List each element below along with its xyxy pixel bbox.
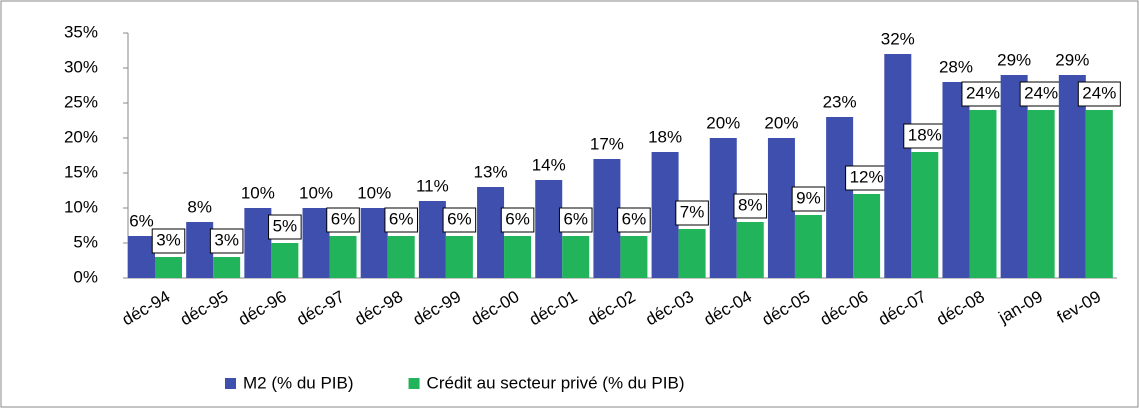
data-label-box xyxy=(209,228,244,254)
bar xyxy=(128,236,155,278)
data-label: 24% xyxy=(966,83,1000,102)
data-label: 24% xyxy=(1082,83,1116,102)
bar xyxy=(387,236,415,278)
data-label: 10% xyxy=(299,183,333,202)
legend-swatch xyxy=(225,378,236,389)
data-label: 6% xyxy=(505,209,530,228)
data-label: 3% xyxy=(156,230,181,249)
y-tick-label: 25% xyxy=(64,92,98,111)
bar xyxy=(853,194,881,278)
bar xyxy=(329,236,357,278)
y-tick-label: 20% xyxy=(64,127,98,146)
y-tick-label: 0% xyxy=(73,267,98,286)
data-label-box xyxy=(675,200,709,226)
data-label: 29% xyxy=(1055,50,1089,69)
data-label-box xyxy=(1077,81,1121,107)
data-label-box xyxy=(791,186,826,212)
data-label-box xyxy=(326,207,360,233)
data-label: 5% xyxy=(273,216,298,235)
bar xyxy=(186,222,214,278)
y-tick-label: 5% xyxy=(73,232,98,251)
legend-swatch xyxy=(408,378,420,389)
legend-label: Crédit au secteur privé (% du PIB) xyxy=(427,373,685,392)
bar xyxy=(593,159,621,278)
bar xyxy=(360,208,388,278)
data-label: 13% xyxy=(474,162,508,181)
bar xyxy=(1000,75,1028,278)
data-label: 6% xyxy=(563,209,588,228)
y-tick-label: 15% xyxy=(64,162,98,181)
data-label: 28% xyxy=(939,57,973,76)
bar xyxy=(969,110,997,278)
data-label: 29% xyxy=(997,50,1031,69)
data-label-box xyxy=(442,207,477,233)
bar xyxy=(535,180,563,278)
legend-label: M2 (% du PIB) xyxy=(243,373,354,392)
data-label-box xyxy=(558,207,593,233)
data-label-box xyxy=(617,207,651,233)
bar xyxy=(709,138,737,278)
bar xyxy=(418,201,446,278)
data-label: 10% xyxy=(357,183,391,202)
y-tick-label: 30% xyxy=(64,57,98,76)
bar xyxy=(504,236,532,278)
data-label: 7% xyxy=(680,202,705,221)
data-label: 9% xyxy=(796,188,821,207)
y-tick-label: 35% xyxy=(64,22,98,41)
bar xyxy=(271,243,299,278)
data-label: 6% xyxy=(622,209,647,228)
bar xyxy=(884,54,912,278)
bar xyxy=(1058,75,1086,278)
bar xyxy=(562,236,590,278)
bar xyxy=(1027,110,1055,278)
y-tick-label: 10% xyxy=(64,197,98,216)
bar xyxy=(767,138,795,278)
bar xyxy=(1085,110,1113,278)
bar xyxy=(445,236,473,278)
bar xyxy=(678,229,706,278)
data-label-box xyxy=(500,207,535,233)
bar xyxy=(155,257,182,278)
bar xyxy=(794,215,822,278)
data-label-box xyxy=(733,193,768,219)
data-label: 17% xyxy=(590,134,624,153)
bar xyxy=(302,208,330,278)
data-label: 6% xyxy=(389,209,414,228)
data-label: 12% xyxy=(850,167,884,186)
data-label: 8% xyxy=(738,195,763,214)
bar xyxy=(911,152,939,278)
data-label: 11% xyxy=(416,176,449,195)
data-label: 20% xyxy=(706,113,740,132)
data-label: 18% xyxy=(908,125,942,144)
data-label-box xyxy=(903,123,947,149)
data-label-box xyxy=(384,207,418,233)
data-label: 8% xyxy=(187,197,212,216)
data-label: 20% xyxy=(764,113,798,132)
data-label-box xyxy=(151,228,186,254)
data-label: 6% xyxy=(447,209,472,228)
data-label-box xyxy=(268,214,302,240)
data-label: 3% xyxy=(214,230,239,249)
data-label: 18% xyxy=(648,127,682,146)
bar xyxy=(477,187,505,278)
bar xyxy=(736,222,764,278)
bar xyxy=(651,152,679,278)
data-label: 10% xyxy=(241,183,275,202)
data-label: 6% xyxy=(331,209,356,228)
data-label: 14% xyxy=(532,155,566,174)
data-label: 32% xyxy=(881,29,915,48)
bar xyxy=(213,257,241,278)
bar xyxy=(620,236,648,278)
bar xyxy=(942,82,970,278)
bar xyxy=(826,117,854,278)
data-label: 6% xyxy=(129,211,154,230)
bar xyxy=(244,208,272,278)
data-label: 24% xyxy=(1024,83,1058,102)
data-label: 23% xyxy=(823,92,857,111)
